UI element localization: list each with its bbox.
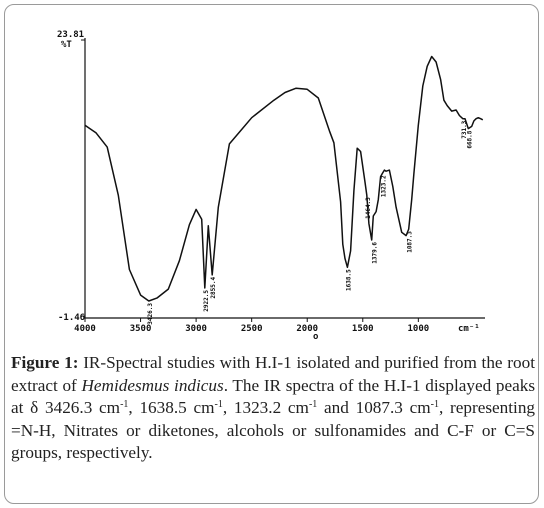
y-top-label: 23.81 — [57, 30, 84, 40]
figure-frame — [4, 4, 539, 504]
x-tick-label-6: 1000 — [407, 324, 429, 334]
x-tick-label-1: 3500 — [130, 324, 152, 334]
x-tick-label-3: 2500 — [241, 324, 263, 334]
peak-label-0: 3426.3 — [147, 303, 154, 325]
y-bottom-label: -1.46 — [58, 313, 85, 323]
peak-label-5: 1379.6 — [371, 242, 378, 264]
x-tick-label-2: 3000 — [185, 324, 207, 334]
peak-label-1: 2922.5 — [203, 290, 210, 312]
caption-sup-2: -1 — [214, 399, 223, 411]
spectrum-line — [84, 55, 484, 302]
x-tick-label-0: 4000 — [74, 324, 96, 334]
caption-sup-4: -1 — [430, 399, 439, 411]
caption-label: Figure 1: — [11, 353, 79, 372]
figure-caption: Figure 1: IR-Spectral studies with H.I-1… — [11, 352, 535, 465]
peak-label-2: 2855.4 — [210, 277, 217, 299]
peak-label-8: 731.3 — [461, 120, 468, 138]
x-tick-label-4: 2000 — [296, 324, 318, 334]
caption-species: Hemidesmus indicus — [81, 375, 224, 395]
peak-label-4: 1464.3 — [365, 197, 372, 219]
x-unit-label: cm⁻¹ — [458, 324, 480, 334]
peak-label-6: 1323.2 — [380, 175, 387, 197]
peak-label-9: 668.8 — [466, 130, 473, 148]
caption-text-5: and 1087.3 cm — [317, 398, 431, 418]
caption-text-6: , representing =N-H, Nitrates or diketon… — [11, 398, 536, 463]
x-tick-label-5: 1500 — [352, 324, 374, 334]
caption-sup-1: -1 — [120, 399, 129, 411]
caption-text-2: . The IR spectra of the H.I-1 displayed … — [11, 375, 536, 418]
caption-text-1: IR-Spectral studies with H.I-1 isolated … — [11, 353, 535, 395]
x-axis-mark: o — [313, 332, 318, 342]
y-unit-label: %T — [61, 40, 72, 50]
caption-sup-3: -1 — [308, 399, 318, 411]
caption-text-3: , 1638.5 cm — [128, 398, 215, 418]
caption-text-4: , 1323.2 cm — [222, 398, 309, 418]
peak-label-7: 1087.3 — [407, 231, 414, 253]
ir-spectrum-chart: 23.81 %T -1.46 4000 3500 3000 2500 2000 1500 1… — [57, 30, 485, 342]
peak-label-3: 1638.5 — [345, 269, 352, 291]
